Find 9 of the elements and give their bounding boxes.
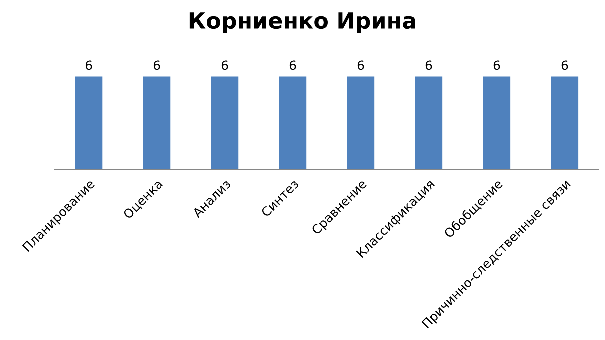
data-label: 6 bbox=[426, 60, 432, 70]
data-label: 6 bbox=[154, 60, 160, 70]
data-label: 6 bbox=[290, 60, 296, 70]
data-label: 6 bbox=[494, 60, 500, 70]
data-label: 6 bbox=[86, 60, 92, 70]
data-label: 6 bbox=[562, 60, 568, 70]
chart-title: Корниенко Ирина bbox=[190, 12, 416, 34]
data-label: 6 bbox=[358, 60, 364, 70]
data-label: 6 bbox=[222, 60, 228, 70]
